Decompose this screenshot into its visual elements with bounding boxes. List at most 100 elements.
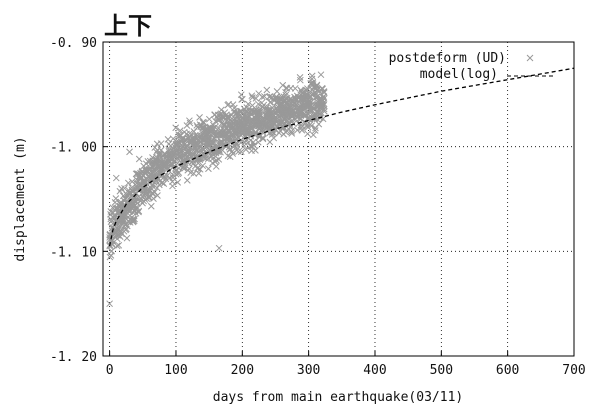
scatter-point: [209, 159, 216, 167]
x-tick-label: 500: [430, 363, 453, 378]
model-line: [108, 67, 575, 247]
scatter-point: [162, 160, 170, 168]
scatter-point: [160, 180, 168, 187]
scatter-point: [133, 180, 141, 187]
scatter-point: [205, 115, 213, 123]
scatter-point: [304, 96, 312, 104]
scatter-point: [222, 125, 230, 132]
scatter-point: [179, 135, 187, 143]
scatter-point: [106, 300, 113, 308]
scatter-point: [118, 185, 125, 192]
scatter-point: [263, 86, 271, 94]
scatter-point: [308, 107, 316, 114]
scatter-point: [203, 134, 210, 142]
scatter-point: [258, 99, 266, 107]
scatter-point: [302, 101, 309, 109]
scatter-point: [150, 195, 157, 203]
scatter-point: [256, 125, 264, 132]
scatter-point: [300, 88, 308, 96]
scatter-point: [237, 91, 245, 99]
scatter-point: [275, 129, 283, 137]
scatter-point: [215, 124, 222, 132]
scatter-point: [154, 146, 161, 154]
scatter-point: [308, 72, 316, 80]
scatter-point: [257, 120, 265, 127]
scatter-point: [220, 130, 228, 137]
scatter-point: [308, 75, 316, 83]
scatter-point: [202, 128, 210, 136]
scatter-point: [274, 94, 282, 102]
scatter-point: [107, 247, 115, 255]
scatter-point: [304, 130, 311, 138]
scatter-point: [165, 146, 173, 153]
scatter-point: [153, 140, 161, 148]
scatter-point: [163, 152, 170, 160]
scatter-point: [235, 125, 243, 133]
scatter-point: [128, 178, 136, 185]
scatter-point: [243, 108, 251, 115]
scatter-point: [135, 180, 142, 188]
legend-label-model: model(log): [420, 67, 498, 82]
legend-marker-postdeform-glyph: [526, 54, 534, 62]
scatter-point: [268, 93, 276, 101]
scatter-point: [172, 124, 180, 132]
scatter-point: [216, 112, 224, 119]
scatter-point: [240, 142, 248, 150]
scatter-point: [259, 135, 267, 143]
scatter-point: [196, 114, 203, 121]
scatter-point: [169, 182, 176, 190]
scatter-point: [280, 96, 288, 104]
scatter-point: [168, 154, 176, 162]
scatter-point: [156, 177, 163, 185]
scatter-point: [115, 241, 123, 249]
scatter-point: [212, 132, 220, 139]
x-tick-label: 100: [164, 363, 187, 378]
scatter-point: [260, 104, 268, 112]
scatter-point: [158, 170, 165, 177]
scatter-point: [266, 138, 274, 146]
x-tick-label: 600: [496, 363, 519, 378]
scatter-point: [242, 146, 250, 153]
scatter-point: [194, 165, 201, 172]
scatter-point: [311, 127, 319, 134]
plot-area: [102, 41, 575, 357]
scatter-point: [109, 214, 117, 221]
scatter-point: [122, 226, 130, 234]
scatter-point: [302, 111, 309, 119]
scatter-point: [111, 199, 119, 206]
scatter-point: [250, 117, 258, 125]
scatter-point: [267, 98, 275, 106]
scatter-point: [266, 92, 274, 100]
scatter-point: [260, 93, 268, 100]
model-line-path: [108, 67, 575, 247]
legend-marker-postdeform: [526, 54, 534, 62]
scatter-point: [190, 151, 198, 159]
scatter-point: [250, 142, 258, 149]
scatter-point: [307, 93, 315, 101]
scatter-point: [226, 153, 234, 161]
scatter-point: [154, 192, 161, 199]
scatter-point: [140, 197, 147, 205]
scatter-point: [183, 122, 191, 129]
scatter-point: [288, 118, 296, 125]
scatter-point: [171, 149, 179, 157]
scatter-point: [248, 122, 256, 129]
scatter-point: [296, 104, 304, 112]
scatter-point: [177, 146, 184, 153]
x-tick-label: 700: [562, 363, 585, 378]
y-tick-label: -0. 90: [50, 36, 97, 51]
scatter-point: [224, 135, 232, 142]
scatter-point: [291, 94, 299, 101]
scatter-point: [209, 124, 217, 132]
scatter-point: [112, 205, 120, 212]
scatter-point: [310, 131, 317, 139]
scatter-point: [279, 124, 287, 132]
scatter-point: [244, 119, 252, 126]
scatter-point: [223, 117, 231, 124]
scatter-point: [188, 159, 196, 166]
scatter-point: [189, 135, 197, 142]
scatter-point: [317, 71, 325, 79]
scatter-point: [318, 105, 326, 113]
scatter-point: [299, 106, 307, 114]
